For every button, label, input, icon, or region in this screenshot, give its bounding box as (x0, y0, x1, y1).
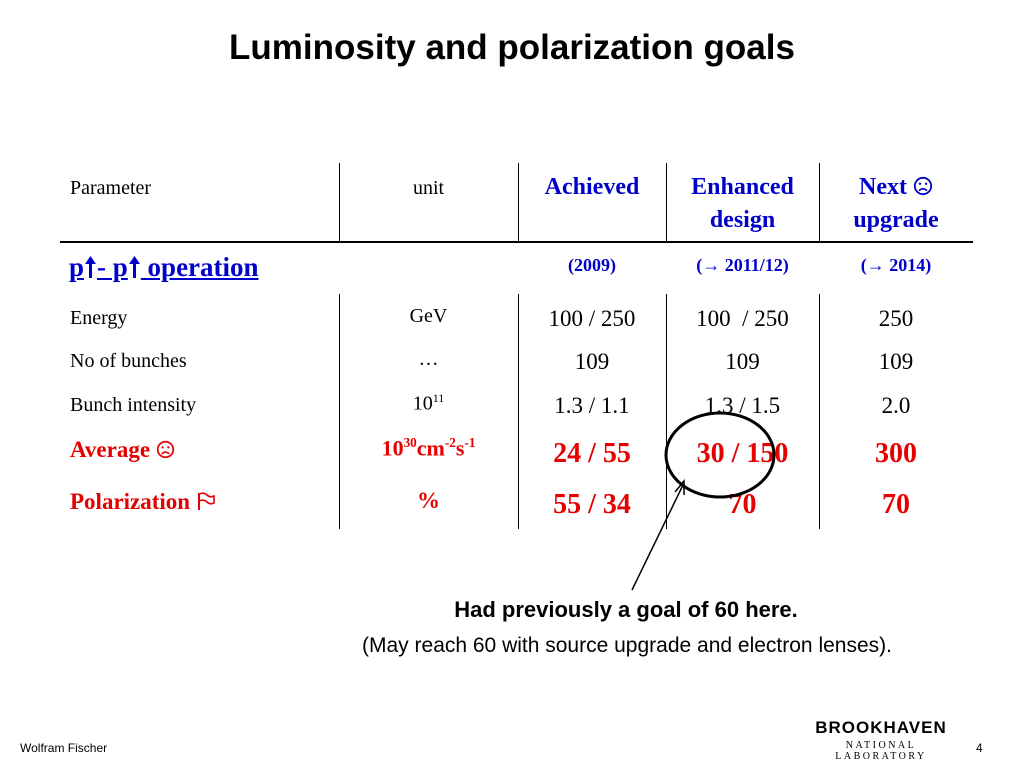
footer-author: Wolfram Fischer (20, 741, 108, 755)
note-previous-goal: Had previously a goal of 60 here. (454, 597, 798, 622)
grid-line (819, 294, 820, 529)
frown-face-icon (156, 440, 174, 459)
unit-a-exp: 30 (403, 435, 417, 450)
row-unit-energy: GeV (409, 305, 448, 327)
row-intensity-next: 2.0 (881, 393, 911, 418)
row-bunches-next: 109 (878, 349, 914, 374)
logo-main-text: BROOKHAVEN (815, 718, 947, 737)
note-may-reach: (May reach 60 with source upgrade and el… (362, 634, 892, 657)
unit-exponent: 11 (432, 391, 445, 405)
frown-face-icon (913, 176, 933, 196)
header-achieved: Achieved (544, 174, 640, 200)
unit-c: s (455, 435, 465, 461)
row-average-next: 300 (875, 438, 917, 469)
year-next: (→ 2014) (860, 255, 932, 275)
row-energy-achieved: 100 / 250 (548, 306, 636, 331)
unit-b: cm (416, 435, 445, 461)
grid-line (819, 163, 820, 241)
unit-b-exp: -2 (444, 435, 456, 450)
grid-line (339, 163, 340, 241)
row-label-energy: Energy (70, 307, 128, 329)
header-enhanced-line2: design (709, 207, 776, 233)
year-enhanced: (→ 2011/12) (696, 255, 789, 275)
grid-line (339, 294, 340, 529)
row-intensity-enhanced: 1.3 / 1.5 (704, 393, 781, 418)
brookhaven-logo: BROOKHAVEN NATIONAL LABORATORY (805, 718, 957, 762)
goals-table: Parameter unit Achieved Enhanced design … (60, 163, 973, 529)
header-unit: unit (412, 177, 445, 199)
row-bunches-enhanced: 109 (725, 349, 760, 374)
up-arrow-icon (85, 256, 97, 278)
row-intensity-achieved: 1.3 / 1.1 (554, 393, 630, 418)
grid-line (518, 294, 519, 529)
unit-a: 10 (381, 435, 404, 461)
page-number: 4 (976, 741, 983, 755)
header-next-upgrade: Next upgrade (819, 171, 973, 237)
header-next-line1: Next (859, 174, 907, 200)
grid-line (518, 163, 519, 241)
section-operation-label: operation (140, 252, 259, 282)
row-polarization-enhanced: 70 (728, 489, 757, 520)
row-polarization-next: 70 (882, 489, 910, 520)
section-p-label: p (69, 252, 85, 282)
row-average-enhanced: 30 / 150 (696, 438, 789, 469)
row-energy-enhanced: 100 / 250 (696, 306, 789, 331)
row-label-bunches: No of bunches (70, 350, 187, 372)
flag-icon (197, 492, 215, 510)
row-label-intensity: Bunch intensity (70, 394, 197, 416)
row-label-polarization: Polarization (70, 488, 216, 516)
grid-line (666, 163, 667, 241)
slide-title: Luminosity and polarization goals (229, 28, 795, 67)
logo-sub-text: NATIONAL LABORATORY (835, 740, 927, 762)
row-unit-intensity: 1011 (339, 391, 518, 416)
header-divider (60, 241, 973, 243)
row-average-achieved: 24 / 55 (553, 438, 631, 469)
row-bunches-achieved: 109 (574, 349, 610, 374)
row-polarization-achieved: 55 / 34 (553, 489, 631, 520)
header-enhanced-design: Enhanced design (666, 171, 819, 237)
up-arrow-icon (128, 256, 140, 278)
average-label: Average (70, 437, 151, 462)
year-achieved: (2009) (568, 255, 616, 275)
unit-c-exp: -1 (464, 435, 476, 450)
header-next-line2: upgrade (853, 207, 939, 233)
row-unit-bunches: … (418, 348, 439, 370)
row-energy-next: 250 (878, 306, 914, 331)
section-dash-p-label: - p (97, 252, 128, 282)
header-parameter: Parameter (70, 177, 152, 199)
row-label-average: Average (70, 436, 175, 464)
row-unit-polarization: % (417, 488, 440, 513)
polarization-label: Polarization (70, 489, 191, 514)
header-enhanced-line1: Enhanced (691, 174, 794, 200)
unit-base: 10 (412, 392, 433, 415)
row-unit-average: 1030cm-2s-1 (339, 435, 518, 462)
section-pp-operation: p - p operation (69, 251, 259, 283)
